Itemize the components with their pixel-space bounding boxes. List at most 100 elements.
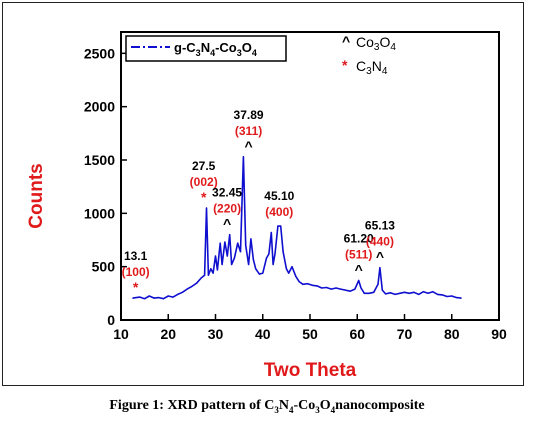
data-point: [349, 290, 351, 292]
data-point: [132, 297, 134, 299]
peak-marker: ^: [376, 249, 384, 265]
data-point: [250, 238, 252, 240]
data-point: [399, 292, 401, 294]
series-line: [132, 156, 462, 300]
data-point: [358, 279, 360, 282]
plot-area-border: [120, 31, 500, 321]
data-point: [413, 291, 415, 293]
data-point: [214, 255, 217, 257]
series-legend-label: g-C3N4-Co3O4: [174, 40, 257, 58]
peak-angle-label: 13.1: [124, 249, 148, 263]
data-point: [172, 296, 174, 298]
y-tick-label: 2000: [84, 99, 115, 115]
data-point: [280, 225, 282, 227]
data-point: [221, 263, 223, 266]
data-point: [144, 298, 146, 300]
data-point: [224, 241, 226, 243]
data-point: [394, 293, 396, 295]
data-point: [139, 296, 141, 298]
peak-hkl-label: (400): [265, 205, 293, 219]
x-axis-label: Two Theta: [264, 360, 357, 381]
data-point: [441, 294, 443, 296]
x-tick-label: 20: [160, 326, 176, 342]
peak-angle-label: 61.20: [344, 232, 374, 246]
data-point: [231, 263, 233, 266]
data-point: [427, 292, 429, 294]
data-point: [219, 242, 221, 244]
phase-legend-c3n4-label: C3N4: [356, 58, 388, 77]
y-tick-label: 1000: [84, 205, 115, 221]
data-point: [242, 156, 244, 158]
y-tick-label: 500: [92, 259, 116, 275]
data-point: [316, 285, 318, 287]
data-point: [381, 289, 383, 291]
data-point: [311, 284, 313, 286]
data-point: [295, 275, 297, 277]
peak-hkl-label: (511): [345, 248, 372, 262]
data-point: [288, 272, 290, 274]
data-point: [368, 292, 370, 294]
data-point: [325, 286, 328, 289]
data-point: [233, 257, 235, 259]
peak-hkl-label: (002): [190, 175, 218, 189]
data-point: [153, 297, 155, 299]
data-point: [239, 251, 242, 253]
peak-hkl-label: (311): [235, 124, 262, 138]
data-point: [422, 291, 424, 293]
data-point: [437, 293, 439, 295]
peak-angle-label: 65.13: [365, 219, 395, 233]
data-point: [245, 244, 247, 246]
phase-legend: ^ Co3O4 * C3N4: [342, 33, 396, 77]
data-point: [265, 257, 268, 259]
series-layer: [132, 156, 462, 300]
data-point: [282, 251, 284, 253]
peak-marker: ^: [244, 138, 252, 154]
peak-angle-label: 37.89: [234, 108, 264, 122]
data-point: [321, 287, 323, 289]
data-point: [255, 268, 257, 270]
y-tick-label: 2500: [84, 45, 115, 61]
data-point: [210, 268, 212, 270]
data-point: [191, 285, 193, 287]
data-point: [177, 293, 179, 295]
data-point: [379, 267, 381, 269]
data-point: [186, 288, 188, 290]
phase-legend-co3o4-symbol: ^: [342, 33, 350, 49]
data-point: [158, 297, 160, 299]
peak-marker: *: [201, 189, 207, 205]
data-point: [298, 281, 300, 283]
data-point: [229, 234, 231, 236]
data-point: [226, 255, 228, 257]
data-point: [268, 253, 270, 255]
data-point: [403, 291, 406, 293]
data-point: [262, 272, 264, 274]
data-point: [274, 253, 276, 255]
data-point: [408, 292, 410, 294]
data-point: [252, 258, 254, 260]
data-point: [167, 295, 169, 297]
data-point: [237, 242, 239, 244]
peak-hkl-label: (440): [366, 235, 394, 249]
data-point: [385, 293, 387, 295]
data-point: [205, 207, 208, 209]
series-legend-box: [125, 35, 287, 62]
figure-caption: Figure 1: XRD pattern of C3N4-Co3O4nanoc…: [109, 398, 425, 415]
data-point: [291, 266, 293, 268]
peak-angle-label: 45.10: [264, 189, 294, 203]
data-point: [360, 287, 362, 289]
data-point: [432, 291, 434, 293]
chart-frame: [2, 2, 524, 386]
data-point: [207, 274, 209, 276]
data-point: [307, 283, 309, 285]
data-point: [212, 272, 214, 274]
data-point: [270, 231, 272, 234]
data-point: [460, 297, 462, 299]
x-tick-label: 90: [491, 326, 507, 342]
peak-marker: ^: [223, 216, 231, 232]
peak-marker: *: [133, 279, 139, 295]
data-point: [181, 291, 183, 293]
data-point: [200, 277, 202, 279]
phase-legend-co3o4-label: Co3O4: [356, 34, 396, 53]
data-point: [272, 263, 274, 266]
x-tick-label: 50: [302, 326, 318, 342]
